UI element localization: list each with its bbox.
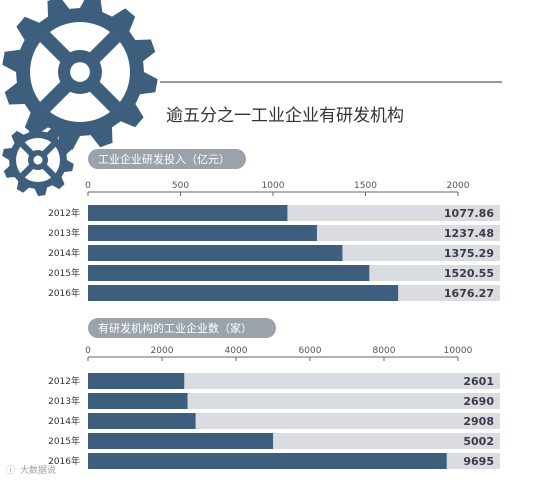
bar	[88, 433, 274, 449]
x-tick-label: 1000	[262, 181, 285, 191]
chart-title: 工业企业研发投入（亿元）	[98, 152, 230, 166]
chart-title-pill: 工业企业研发投入（亿元）	[88, 149, 246, 169]
x-tick-label: 1500	[354, 181, 377, 191]
chart-title-pill: 有研发机构的工业企业数（家）	[88, 318, 276, 338]
bar-row: 2016年 1676.27	[48, 285, 500, 301]
value-label: 1520.55	[444, 267, 494, 280]
small-gear-icon	[2, 124, 74, 196]
chart-title-pill-bg	[88, 149, 246, 169]
value-label: 1077.86	[444, 207, 494, 220]
chart-title-pill-bg	[88, 318, 276, 338]
value-label: 1676.27	[444, 287, 494, 300]
x-tick-label: 0	[85, 181, 91, 191]
category-label: 2015年	[48, 267, 80, 279]
value-label: 2690	[463, 395, 494, 408]
watermark: ⓘ 大数据说	[6, 464, 56, 476]
value-label: 2908	[463, 415, 494, 428]
bar	[88, 285, 399, 301]
watermark-text: 大数据说	[20, 464, 56, 476]
value-label: 5002	[463, 435, 494, 448]
value-label: 9695	[463, 455, 494, 468]
category-label: 2012年	[48, 375, 80, 387]
x-tick-label: 4000	[225, 346, 248, 356]
bar-track	[88, 373, 500, 389]
x-tick-label: 2000	[151, 346, 174, 356]
bar-row: 2012年 2601	[48, 373, 500, 389]
bar-track	[88, 393, 500, 409]
bar	[88, 265, 370, 281]
category-label: 2015年	[48, 435, 80, 447]
bar	[88, 393, 188, 409]
category-label: 2014年	[48, 247, 80, 259]
x-tick-label: 8000	[373, 346, 396, 356]
bar	[88, 413, 196, 429]
value-label: 2601	[463, 375, 494, 388]
bar-row: 2015年 5002	[48, 433, 500, 449]
bar	[88, 225, 317, 241]
value-label: 1237.48	[444, 227, 494, 240]
category-label: 2012年	[48, 207, 80, 219]
category-label: 2013年	[48, 395, 80, 407]
category-label: 2016年	[48, 455, 80, 467]
x-tick-label: 6000	[299, 346, 322, 356]
watermark-icon: ⓘ	[6, 465, 15, 476]
x-tick-label: 500	[172, 181, 189, 191]
rd-institution-count-chart: 有研发机构的工业企业数（家） 0 2000 4000 6000 8000 10000 2012…	[48, 318, 500, 469]
category-label: 2016年	[48, 287, 80, 299]
bar	[88, 205, 288, 221]
large-gear-icon	[2, 0, 158, 150]
page-title: 逾五分之一工业企业有研发机构	[166, 106, 404, 126]
bar	[88, 373, 185, 389]
x-tick-label: 10000	[444, 346, 473, 356]
bar	[88, 245, 343, 261]
bar-row: 2013年 2690	[48, 393, 500, 409]
bar-row: 2013年 1237.48	[48, 225, 500, 241]
bar-row: 2014年 2908	[48, 413, 500, 429]
chart-title: 有研发机构的工业企业数（家）	[98, 321, 252, 335]
bar-row: 2015年 1520.55	[48, 265, 500, 281]
bar	[88, 453, 447, 469]
category-label: 2014年	[48, 415, 80, 427]
x-tick-label: 2000	[447, 181, 470, 191]
bar-row: 2014年 1375.29	[48, 245, 500, 261]
bar-row: 2012年 1077.86	[48, 205, 500, 221]
category-label: 2013年	[48, 227, 80, 239]
bar-row: 2016年 9695	[48, 453, 500, 469]
x-tick-label: 0	[85, 346, 91, 356]
value-label: 1375.29	[444, 247, 494, 260]
rd-investment-chart: 工业企业研发投入（亿元） 0 500 1000 1500 2000 2012年 1077.86…	[48, 149, 500, 301]
